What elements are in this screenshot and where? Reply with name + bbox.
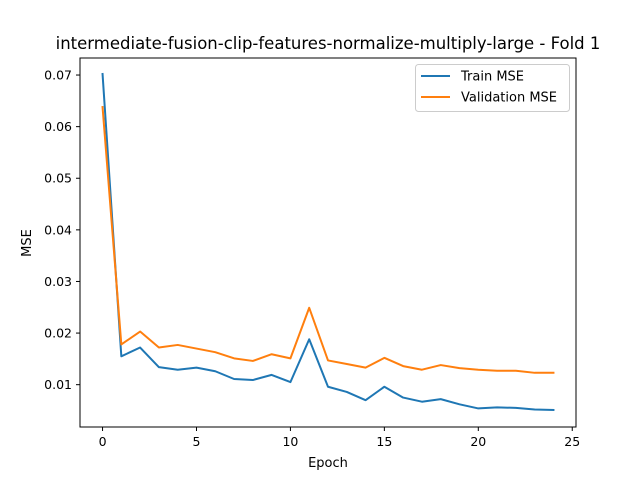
y-tick-label: 0.05 (44, 171, 72, 186)
y-tick-label: 0.01 (44, 377, 72, 392)
plot-area (79, 57, 577, 428)
legend: Train MSE Validation MSE (415, 64, 570, 112)
y-axis-label: MSE (20, 229, 35, 257)
legend-label-train-mse: Train MSE (460, 70, 524, 85)
y-axis-ticks: 0.01 0.02 0.03 0.04 0.05 0.06 0.07 (44, 68, 80, 392)
series-line-train-mse (101, 72, 555, 411)
x-axis-label: Epoch (308, 456, 348, 471)
chart-title: intermediate-fusion-clip-features-normal… (56, 34, 601, 53)
x-tick-label: 25 (564, 434, 580, 449)
y-tick-label: 0.02 (44, 326, 72, 341)
x-tick-label: 15 (376, 434, 392, 449)
legend-label-validation-mse: Validation MSE (461, 91, 557, 106)
series-layer (101, 72, 555, 411)
x-tick-label: 10 (282, 434, 298, 449)
x-tick-label: 0 (99, 434, 107, 449)
x-tick-label: 5 (193, 434, 201, 449)
x-tick-label: 20 (470, 434, 486, 449)
axes-frame (79, 57, 577, 428)
series-line-validation-mse (101, 105, 555, 374)
y-tick-label: 0.03 (44, 274, 72, 289)
y-tick-label: 0.07 (44, 68, 72, 83)
y-tick-label: 0.04 (44, 222, 72, 237)
y-tick-label: 0.06 (44, 119, 72, 134)
x-axis-ticks: 0 5 10 15 20 25 (99, 427, 580, 449)
legend-box (415, 64, 570, 112)
